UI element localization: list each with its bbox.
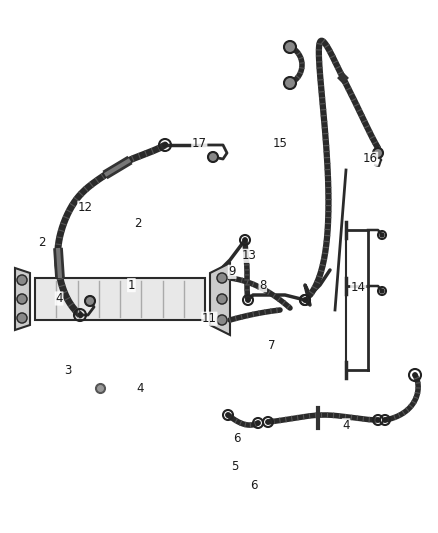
Text: 17: 17 <box>192 138 207 150</box>
Text: 12: 12 <box>78 201 93 214</box>
Circle shape <box>380 289 384 293</box>
Circle shape <box>284 41 296 53</box>
Circle shape <box>85 296 95 306</box>
Text: 9: 9 <box>228 265 236 278</box>
Circle shape <box>383 418 387 422</box>
Circle shape <box>208 152 218 162</box>
Circle shape <box>163 143 167 147</box>
Text: 4: 4 <box>55 292 63 305</box>
Circle shape <box>284 77 296 89</box>
Text: 5: 5 <box>231 461 238 473</box>
Circle shape <box>266 420 270 424</box>
Circle shape <box>17 313 27 323</box>
Text: 16: 16 <box>363 152 378 165</box>
Circle shape <box>78 313 82 317</box>
Polygon shape <box>210 263 230 335</box>
Text: 1: 1 <box>127 279 135 292</box>
Circle shape <box>217 273 227 283</box>
Circle shape <box>303 298 307 302</box>
Text: 14: 14 <box>351 281 366 294</box>
Circle shape <box>376 418 380 422</box>
Circle shape <box>380 233 384 237</box>
Text: 2: 2 <box>134 217 142 230</box>
Polygon shape <box>15 268 30 330</box>
Circle shape <box>217 315 227 325</box>
Text: 6: 6 <box>233 432 240 445</box>
Circle shape <box>373 148 383 158</box>
Text: 4: 4 <box>136 382 144 394</box>
Text: 3: 3 <box>64 364 71 377</box>
Text: 2: 2 <box>38 236 46 249</box>
Circle shape <box>243 238 247 242</box>
Text: 4: 4 <box>342 419 350 432</box>
Circle shape <box>17 294 27 304</box>
Circle shape <box>413 373 417 377</box>
Circle shape <box>17 275 27 285</box>
Text: 11: 11 <box>202 312 217 325</box>
Text: 7: 7 <box>268 339 276 352</box>
Text: 6: 6 <box>250 479 258 491</box>
Circle shape <box>246 298 250 302</box>
Text: 13: 13 <box>241 249 256 262</box>
Circle shape <box>303 298 307 302</box>
Circle shape <box>217 294 227 304</box>
Circle shape <box>256 421 260 425</box>
Text: 8: 8 <box>259 279 266 292</box>
Circle shape <box>226 413 230 417</box>
Text: 15: 15 <box>273 138 288 150</box>
FancyBboxPatch shape <box>35 278 205 320</box>
